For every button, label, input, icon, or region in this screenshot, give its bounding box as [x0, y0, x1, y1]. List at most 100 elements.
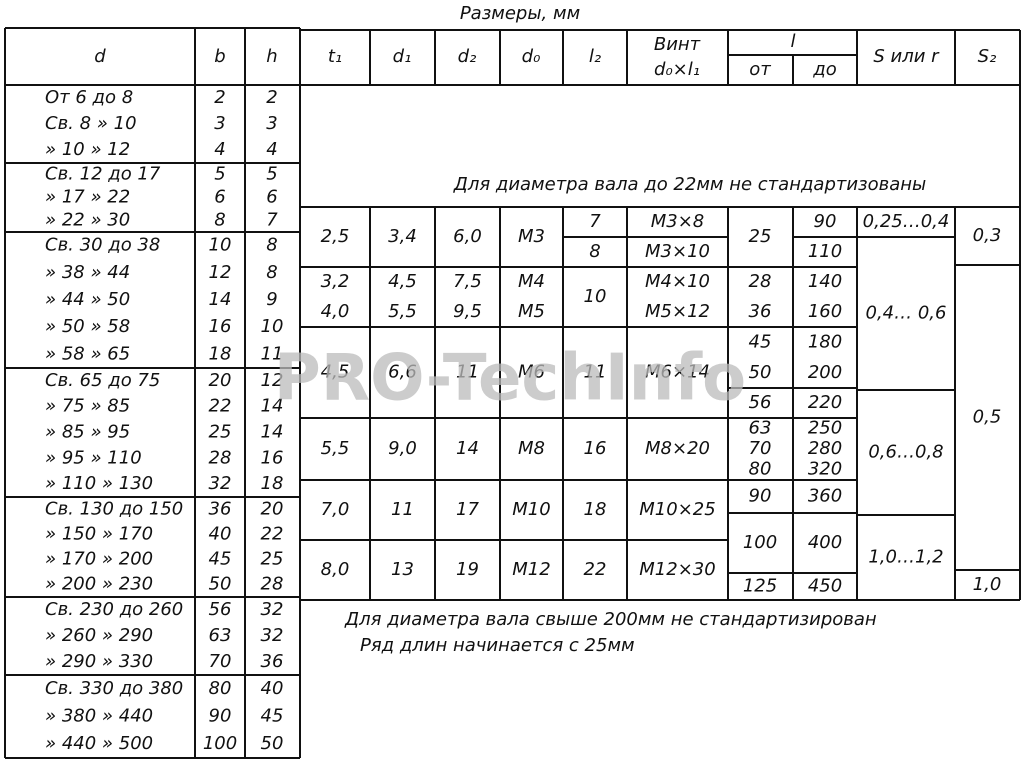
cell-d: » 260 » 290: [45, 625, 153, 646]
cell-d0: М6: [518, 362, 545, 383]
cell-l-to: 280: [808, 438, 842, 459]
cell-l-to: 160: [808, 301, 842, 322]
cell-d: » 110 » 130: [45, 473, 153, 494]
cell-d: » 380 » 440: [45, 706, 153, 727]
cell-l2: 7: [589, 211, 601, 232]
cell-h: 22: [261, 524, 284, 545]
cell-b: 8: [214, 210, 225, 231]
cell-l2: 18: [584, 499, 607, 520]
cell-screw: М6×14: [645, 362, 710, 383]
cell-l2: 8: [589, 241, 600, 262]
cell-b: 32: [209, 473, 232, 494]
cell-b: 6: [214, 187, 225, 208]
cell-h: 20: [261, 499, 284, 520]
cell-d: Св. 130 до 150: [45, 499, 183, 520]
cell-d: » 58 » 65: [45, 343, 130, 364]
cell-b: 12: [209, 262, 232, 283]
note-top: Для диаметра вала до 22мм не стандартизо…: [453, 174, 927, 195]
header-h: h: [266, 46, 277, 67]
cell-d: » 44 » 50: [45, 289, 130, 310]
cell-h: 40: [261, 678, 284, 699]
cell-t1: 4,0: [321, 301, 350, 322]
cell-h: 14: [261, 396, 284, 417]
cell-b: 18: [209, 343, 232, 364]
cell-l-from: 25: [749, 226, 772, 247]
cell-d: От 6 до 8: [45, 87, 133, 108]
cell-b: 45: [209, 549, 232, 570]
cell-l-from: 63: [749, 417, 772, 438]
header-l2: l₂: [589, 46, 601, 67]
cell-h: 2: [266, 87, 277, 108]
cell-b: 56: [209, 599, 232, 620]
cell-d: Св. 330 до 380: [45, 678, 183, 699]
cell-d1: 11: [391, 499, 414, 520]
cell-d2: 17: [456, 499, 479, 520]
cell-b: 4: [214, 139, 225, 160]
cell-d2: 7,5: [453, 271, 482, 292]
cell-b: 25: [209, 422, 232, 443]
cell-d: » 10 » 12: [45, 139, 130, 160]
cell-l-to: 110: [808, 241, 842, 262]
cell-d: » 38 » 44: [45, 262, 130, 283]
cell-d0: М10: [512, 499, 550, 520]
header-d1: d₁: [393, 46, 412, 67]
cell-s: 0,6…0,8: [868, 442, 943, 463]
cell-h: 8: [266, 235, 277, 256]
cell-d0: М3: [518, 226, 545, 247]
header-d0: d₀: [522, 46, 541, 67]
header-l-to: до: [812, 59, 836, 80]
cell-d: » 95 » 110: [45, 447, 142, 468]
cell-d: » 200 » 230: [45, 574, 153, 595]
cell-b: 14: [209, 289, 232, 310]
cell-b: 40: [209, 524, 232, 545]
cell-d2: 11: [456, 362, 479, 383]
cell-h: 3: [266, 113, 277, 134]
cell-h: 32: [261, 599, 284, 620]
cell-d: » 150 » 170: [45, 524, 153, 545]
cell-h: 36: [261, 651, 284, 672]
cell-l2: 22: [584, 559, 607, 580]
cell-screw: М8×20: [645, 438, 710, 459]
cell-l-to: 200: [808, 362, 842, 383]
cell-b: 16: [209, 316, 232, 337]
cell-l-to: 90: [814, 211, 837, 232]
cell-s2: 0,5: [973, 407, 1002, 428]
cell-h: 9: [266, 289, 277, 310]
cell-l-from: 56: [749, 392, 772, 413]
note: Ряд длин начинается с 25мм: [360, 635, 635, 656]
cell-b: 80: [209, 678, 232, 699]
cell-t1: 3,2: [321, 271, 350, 292]
cell-d: Св. 12 до 17: [45, 164, 161, 185]
cell-d: Св. 230 до 260: [45, 599, 183, 620]
cell-l-from: 80: [749, 459, 772, 480]
cell-h: 6: [266, 187, 277, 208]
header-s2: S₂: [978, 46, 997, 67]
cell-d1: 9,0: [388, 438, 417, 459]
cell-d: » 75 » 85: [45, 396, 130, 417]
header-d2: d₂: [458, 46, 477, 67]
cell-b: 28: [209, 447, 232, 468]
cell-l-from: 36: [749, 301, 772, 322]
cell-d: » 17 » 22: [45, 187, 130, 208]
cell-d: » 170 » 200: [45, 549, 153, 570]
cell-d: » 22 » 30: [45, 210, 130, 231]
cell-d: Св. 8 » 10: [45, 113, 137, 134]
cell-l-from: 100: [743, 532, 777, 553]
cell-d2: 19: [456, 559, 479, 580]
cell-b: 70: [209, 651, 232, 672]
cell-b: 63: [209, 625, 232, 646]
cell-l-to: 180: [808, 331, 842, 352]
cell-b: 20: [209, 370, 232, 391]
cell-h: 50: [261, 733, 284, 754]
cell-t1: 8,0: [321, 559, 350, 580]
cell-b: 2: [214, 87, 225, 108]
header-b: b: [214, 46, 225, 67]
header-d: d: [94, 46, 106, 67]
cell-d: » 85 » 95: [45, 422, 130, 443]
cell-h: 7: [266, 210, 278, 231]
cell-d1: 13: [391, 559, 414, 580]
cell-d2: 9,5: [453, 301, 482, 322]
cell-d: Св. 65 до 75: [45, 370, 160, 391]
